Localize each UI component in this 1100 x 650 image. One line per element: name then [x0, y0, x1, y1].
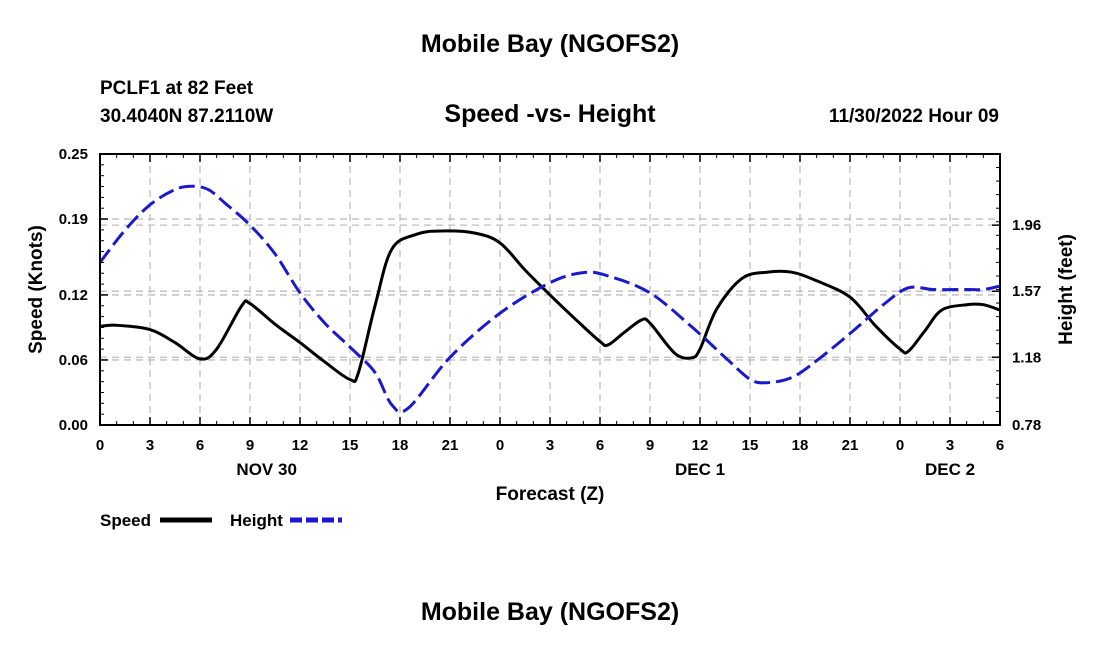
legend-height-label: Height [230, 511, 283, 530]
x-tick-label: 15 [742, 437, 759, 454]
x-tick-label: 3 [546, 437, 554, 454]
x-tick-label: 3 [946, 437, 954, 454]
legend: Speed Height [100, 511, 342, 530]
y2-tick-label: 1.96 [1012, 217, 1041, 234]
x-tick-label: 9 [246, 437, 254, 454]
footer-title: Mobile Bay (NGOFS2) [420, 598, 680, 626]
series-lines [98, 184, 1001, 414]
day-label: NOV 30 [236, 460, 296, 479]
y-tick-label: 0.12 [59, 287, 88, 304]
y2-tick-label: 1.57 [1012, 283, 1041, 300]
y-tick-label: 0.06 [59, 352, 88, 369]
x-tick-label: 15 [342, 437, 359, 454]
x-tick-label: 0 [96, 437, 104, 454]
chart-title: Speed -vs- Height [444, 100, 656, 128]
y2-tick-label: 0.78 [1012, 417, 1041, 434]
y-axis-label-left: Speed (Knots) [26, 225, 47, 354]
page-title: Mobile Bay (NGOFS2) [420, 30, 680, 58]
day-label: DEC 2 [925, 460, 975, 479]
tick-labels: 0 3 6 9 12 15 18 21 0 3 6 9 12 15 18 21 0 3 6 NOV 30 DEC 1 DE… [59, 146, 1041, 479]
y-tick-label: 0.00 [59, 417, 88, 434]
day-label: DEC 1 [675, 460, 725, 479]
x-tick-label: 12 [692, 437, 709, 454]
x-tick-label: 21 [842, 437, 859, 454]
forecast-datetime: 11/30/2022 Hour 09 [828, 106, 999, 127]
series-line-speed [99, 229, 1001, 384]
station-coordinates: 30.4040N 87.2110W [100, 106, 274, 127]
legend-speed-label: Speed [100, 511, 151, 530]
x-tick-label: 0 [496, 437, 504, 454]
x-tick-label: 9 [646, 437, 654, 454]
x-tick-label: 0 [896, 437, 904, 454]
x-tick-label: 12 [292, 437, 309, 454]
station-label: PCLF1 at 82 Feet [100, 78, 254, 99]
y2-tick-label: 1.18 [1012, 349, 1041, 366]
x-axis-label: Forecast (Z) [496, 484, 605, 505]
y-axis-label-right: Height (feet) [1056, 234, 1077, 345]
x-tick-label: 6 [596, 437, 604, 454]
x-tick-label: 18 [792, 437, 809, 454]
y-tick-label: 0.19 [59, 211, 88, 228]
x-tick-label: 3 [146, 437, 154, 454]
x-tick-label: 6 [196, 437, 204, 454]
y-tick-label: 0.25 [59, 146, 88, 163]
tick-marks [99, 153, 1001, 426]
grid [100, 154, 1000, 425]
series-line-height [98, 184, 1001, 414]
x-tick-label: 18 [392, 437, 409, 454]
x-tick-label: 21 [442, 437, 459, 454]
x-tick-label: 6 [996, 437, 1004, 454]
